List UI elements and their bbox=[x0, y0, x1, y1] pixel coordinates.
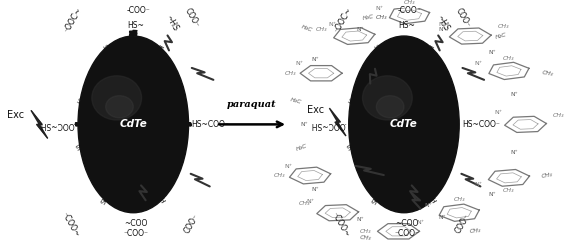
Text: H₃C: H₃C bbox=[296, 143, 308, 152]
Text: N⁺: N⁺ bbox=[301, 122, 309, 127]
Text: CH₃: CH₃ bbox=[453, 197, 465, 202]
Text: N⁺: N⁺ bbox=[375, 6, 383, 11]
Text: HS~COO⁻: HS~COO⁻ bbox=[462, 120, 500, 129]
Text: paraquat: paraquat bbox=[227, 100, 277, 109]
Text: ⁻OOC~: ⁻OOC~ bbox=[333, 6, 354, 34]
Text: SH: SH bbox=[371, 194, 381, 205]
Text: COO⁻: COO⁻ bbox=[183, 213, 201, 235]
Text: SH: SH bbox=[75, 97, 86, 107]
Text: COO⁻: COO⁻ bbox=[453, 6, 472, 29]
Text: N⁺: N⁺ bbox=[510, 150, 518, 155]
Text: SH: SH bbox=[100, 44, 111, 55]
Text: .OOC~SH: .OOC~SH bbox=[310, 120, 346, 129]
Text: N⁺: N⁺ bbox=[356, 217, 364, 222]
Text: CH₃: CH₃ bbox=[497, 24, 509, 29]
Text: CH₃: CH₃ bbox=[274, 173, 285, 178]
Text: -COO⁻: -COO⁻ bbox=[127, 6, 151, 15]
Text: N⁺: N⁺ bbox=[284, 164, 292, 169]
Text: ~HS: ~HS bbox=[164, 13, 180, 33]
Text: HS~: HS~ bbox=[398, 21, 415, 30]
Polygon shape bbox=[31, 110, 47, 138]
Text: CdTe: CdTe bbox=[390, 119, 418, 129]
Text: N⁺: N⁺ bbox=[474, 61, 483, 66]
Ellipse shape bbox=[105, 96, 133, 118]
Text: SH: SH bbox=[156, 194, 166, 205]
Text: CH₃: CH₃ bbox=[315, 26, 327, 32]
Text: SH: SH bbox=[156, 44, 166, 55]
Text: N⁺: N⁺ bbox=[439, 215, 447, 220]
Text: N⁺: N⁺ bbox=[494, 110, 502, 115]
Text: N⁺: N⁺ bbox=[295, 61, 303, 66]
Text: Exc: Exc bbox=[307, 105, 324, 115]
Text: N⁺: N⁺ bbox=[312, 57, 319, 62]
Text: ~COO: ~COO bbox=[395, 219, 418, 228]
Text: CH₃: CH₃ bbox=[359, 235, 371, 241]
Text: CH₃: CH₃ bbox=[404, 0, 415, 5]
Text: H₃C: H₃C bbox=[290, 97, 302, 105]
Text: H₃C: H₃C bbox=[362, 14, 374, 21]
Text: ~COO: ~COO bbox=[124, 219, 148, 228]
Text: .OOC~SH: .OOC~SH bbox=[39, 120, 75, 129]
Text: CH₃: CH₃ bbox=[541, 70, 554, 77]
Text: COO⁻: COO⁻ bbox=[183, 6, 201, 29]
Text: SH: SH bbox=[346, 141, 357, 151]
Text: ⁻COO⁻: ⁻COO⁻ bbox=[124, 229, 148, 238]
Text: CdTe: CdTe bbox=[120, 119, 147, 129]
Ellipse shape bbox=[349, 36, 459, 213]
Ellipse shape bbox=[376, 96, 404, 118]
Text: N⁺: N⁺ bbox=[306, 199, 314, 204]
Text: N⁺: N⁺ bbox=[510, 92, 518, 97]
Text: N⁺: N⁺ bbox=[488, 50, 496, 55]
Text: HS~: HS~ bbox=[127, 21, 144, 30]
Text: Exc: Exc bbox=[7, 110, 24, 120]
Text: ⁻COO⁻: ⁻COO⁻ bbox=[394, 229, 419, 238]
Text: CH₃: CH₃ bbox=[541, 172, 554, 179]
Text: CH₃: CH₃ bbox=[503, 56, 515, 61]
Text: H₃C: H₃C bbox=[301, 25, 314, 33]
Polygon shape bbox=[329, 108, 346, 136]
Text: N⁺: N⁺ bbox=[439, 26, 447, 32]
Text: -COO⁻: -COO⁻ bbox=[398, 6, 421, 15]
Text: H₂C: H₂C bbox=[495, 32, 507, 40]
Text: CH₃: CH₃ bbox=[359, 229, 371, 234]
Text: CH₃: CH₃ bbox=[553, 113, 564, 118]
Text: CH₃: CH₃ bbox=[299, 201, 310, 206]
Text: ⁻COO~: ⁻COO~ bbox=[330, 210, 351, 239]
Text: N⁺: N⁺ bbox=[417, 220, 425, 224]
Text: N⁺: N⁺ bbox=[425, 203, 433, 208]
Text: COO⁻: COO⁻ bbox=[453, 213, 472, 235]
Text: N⁺: N⁺ bbox=[488, 192, 496, 197]
Text: SH: SH bbox=[371, 44, 381, 55]
Text: ⁻OOC~: ⁻OOC~ bbox=[62, 6, 83, 34]
Text: CH₃: CH₃ bbox=[376, 15, 387, 20]
Text: N⁺: N⁺ bbox=[356, 26, 364, 32]
Text: SH: SH bbox=[346, 97, 357, 107]
Text: HS~COO⁻: HS~COO⁻ bbox=[191, 120, 229, 129]
Text: CH₃: CH₃ bbox=[503, 188, 515, 193]
Text: SH: SH bbox=[75, 141, 86, 151]
Ellipse shape bbox=[363, 76, 412, 120]
Ellipse shape bbox=[78, 36, 188, 213]
Text: SH: SH bbox=[426, 194, 437, 205]
Text: N⁺: N⁺ bbox=[312, 187, 319, 192]
Text: N⁺: N⁺ bbox=[439, 22, 447, 27]
Text: CH₃: CH₃ bbox=[285, 71, 297, 76]
Ellipse shape bbox=[92, 76, 142, 120]
Text: N⁺: N⁺ bbox=[474, 182, 483, 187]
Text: SH: SH bbox=[426, 44, 437, 55]
Text: ⁻COO~: ⁻COO~ bbox=[59, 210, 81, 239]
Text: CH₃: CH₃ bbox=[470, 228, 482, 234]
Text: N⁺: N⁺ bbox=[328, 22, 336, 27]
Text: ~HS: ~HS bbox=[434, 13, 451, 33]
Text: SH: SH bbox=[100, 194, 111, 205]
